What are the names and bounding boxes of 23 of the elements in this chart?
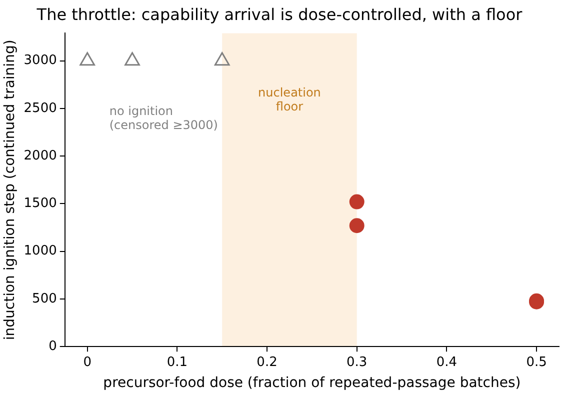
- point: [80, 52, 96, 66]
- point: [349, 194, 364, 210]
- y-tick-label: 2500: [24, 100, 57, 116]
- y-tick-label: 3000: [24, 53, 57, 68]
- y-tick-label: 1000: [24, 244, 57, 259]
- y-tick-label: 500: [32, 291, 57, 306]
- band-label: nucleation floor: [258, 85, 321, 114]
- point: [124, 52, 140, 66]
- point: [214, 52, 230, 66]
- x-tick-label: 0: [83, 354, 92, 370]
- y-tick-label: 0: [48, 338, 57, 354]
- x-tick-label: 0.5: [526, 354, 547, 370]
- y-tick-label: 1500: [24, 196, 57, 212]
- x-tick-label: 0.2: [256, 354, 278, 370]
- x-axis-title: precursor-food dose (fraction of repeated-passage batches): [103, 375, 521, 392]
- y-axis-title: induction ignition step (continued training): [2, 40, 18, 340]
- point: [349, 218, 364, 234]
- y-tick-label: 2000: [24, 148, 57, 164]
- x-tick-label: 0.4: [436, 354, 458, 370]
- x-tick-label: 0.1: [166, 354, 188, 370]
- chart-title: The throttle: capability arrival is dose-controlled, with a floor: [36, 4, 523, 24]
- annotation: no ignition (censored ≥3000): [109, 104, 218, 132]
- x-tick-label: 0.3: [346, 354, 368, 370]
